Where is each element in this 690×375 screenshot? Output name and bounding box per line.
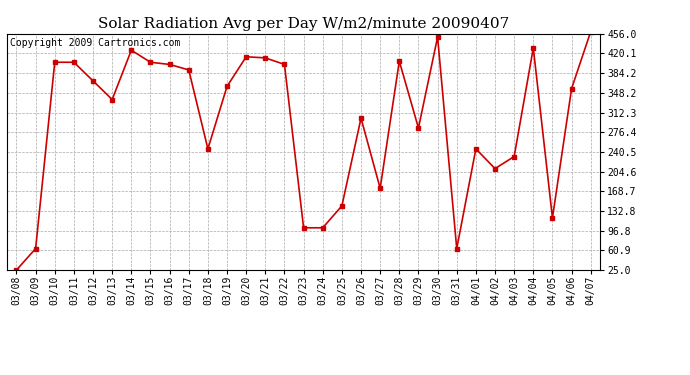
Text: Copyright 2009 Cartronics.com: Copyright 2009 Cartronics.com (10, 39, 180, 48)
Title: Solar Radiation Avg per Day W/m2/minute 20090407: Solar Radiation Avg per Day W/m2/minute … (98, 17, 509, 31)
